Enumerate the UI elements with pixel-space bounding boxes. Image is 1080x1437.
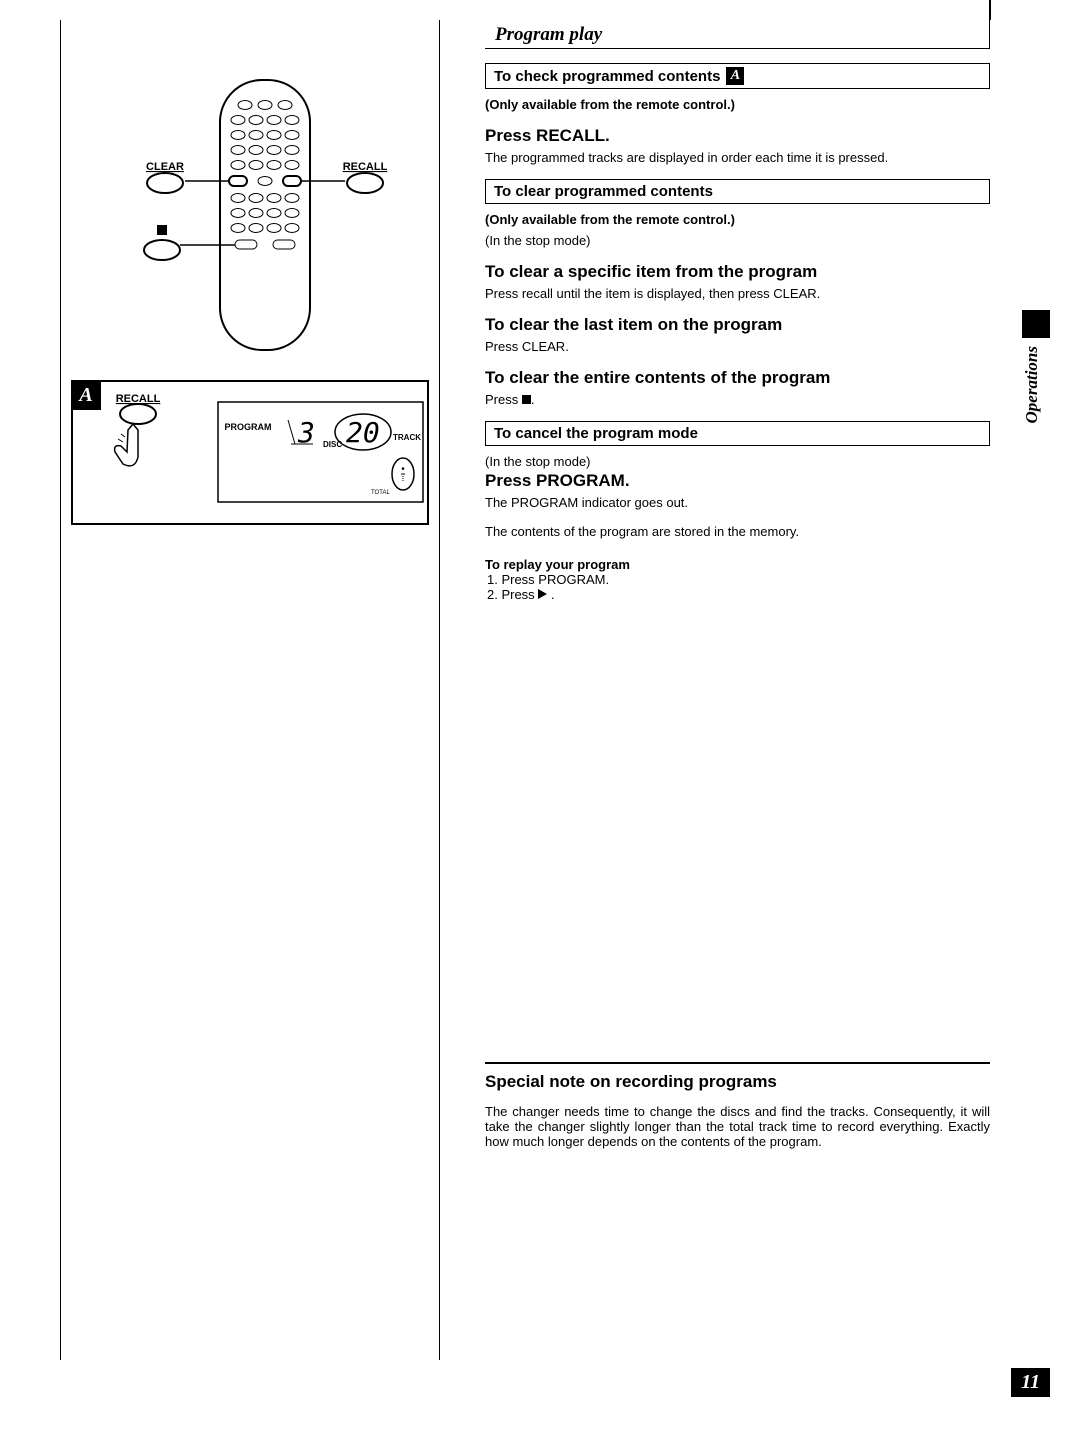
clear-note-1: (Only available from the remote control.… (485, 212, 990, 227)
clear-label: CLEAR (146, 161, 184, 173)
replay-step-1: 1. Press PROGRAM. (487, 572, 990, 587)
press-program-heading: Press PROGRAM. (485, 471, 990, 491)
clear-contents-heading: To clear programmed contents (485, 179, 990, 204)
track-value: 20 (346, 416, 380, 449)
press-recall-heading: Press RECALL. (485, 126, 990, 146)
play-icon (538, 589, 547, 599)
replay-step-2: 2. Press . (487, 587, 990, 602)
cancel-mode-heading: To cancel the program mode (485, 421, 990, 446)
check-contents-heading: To check programmed contents A (485, 63, 990, 89)
panel-a-badge: A (71, 380, 101, 410)
clear-last-heading: To clear the last item on the program (485, 315, 990, 335)
program-label: PROGRAM (225, 422, 272, 432)
side-tab-marker (1022, 310, 1050, 338)
replay-heading: To replay your program (485, 557, 990, 572)
side-tab: Operations (1022, 310, 1050, 440)
clear-entire-heading: To clear the entire contents of the prog… (485, 368, 990, 388)
clear-specific-heading: To clear a specific item from the progra… (485, 262, 990, 282)
cancel-note: (In the stop mode) (485, 454, 990, 469)
press-recall-body: The programmed tracks are displayed in o… (485, 150, 990, 165)
panel-a-diagram: A RECALL PROGRAM 3 DISC (71, 380, 429, 525)
clear-entire-body: Press . (485, 392, 990, 407)
right-column: Program play To check programmed content… (440, 20, 1050, 1417)
memory-note: The contents of the program are stored i… (485, 524, 990, 539)
special-note-body: The changer needs time to change the dis… (485, 1104, 990, 1149)
clear-last-body: Press CLEAR. (485, 339, 990, 354)
stop-icon (522, 395, 531, 404)
check-note: (Only available from the remote control.… (485, 97, 990, 112)
special-note-section: Special note on recording programs The c… (485, 1062, 990, 1149)
special-note-heading: Special note on recording programs (485, 1072, 990, 1092)
clear-note-2: (In the stop mode) (485, 233, 990, 248)
hand-icon (115, 424, 138, 466)
svg-text:•: • (401, 464, 405, 475)
page-number: 11 (1011, 1368, 1050, 1397)
press-program-body: The PROGRAM indicator goes out. (485, 495, 990, 510)
a-badge-icon: A (726, 67, 744, 85)
recall-label: RECALL (343, 161, 388, 173)
remote-diagram: CLEAR RECALL (71, 70, 429, 360)
clear-specific-body: Press recall until the item is displayed… (485, 286, 990, 301)
section-title: Program play (485, 20, 990, 49)
side-tab-label: Operations (1022, 346, 1042, 423)
left-column: CLEAR RECALL A RECALL (60, 20, 440, 1360)
svg-text:TOTAL: TOTAL (371, 490, 390, 496)
track-label: TRACK (393, 433, 421, 442)
